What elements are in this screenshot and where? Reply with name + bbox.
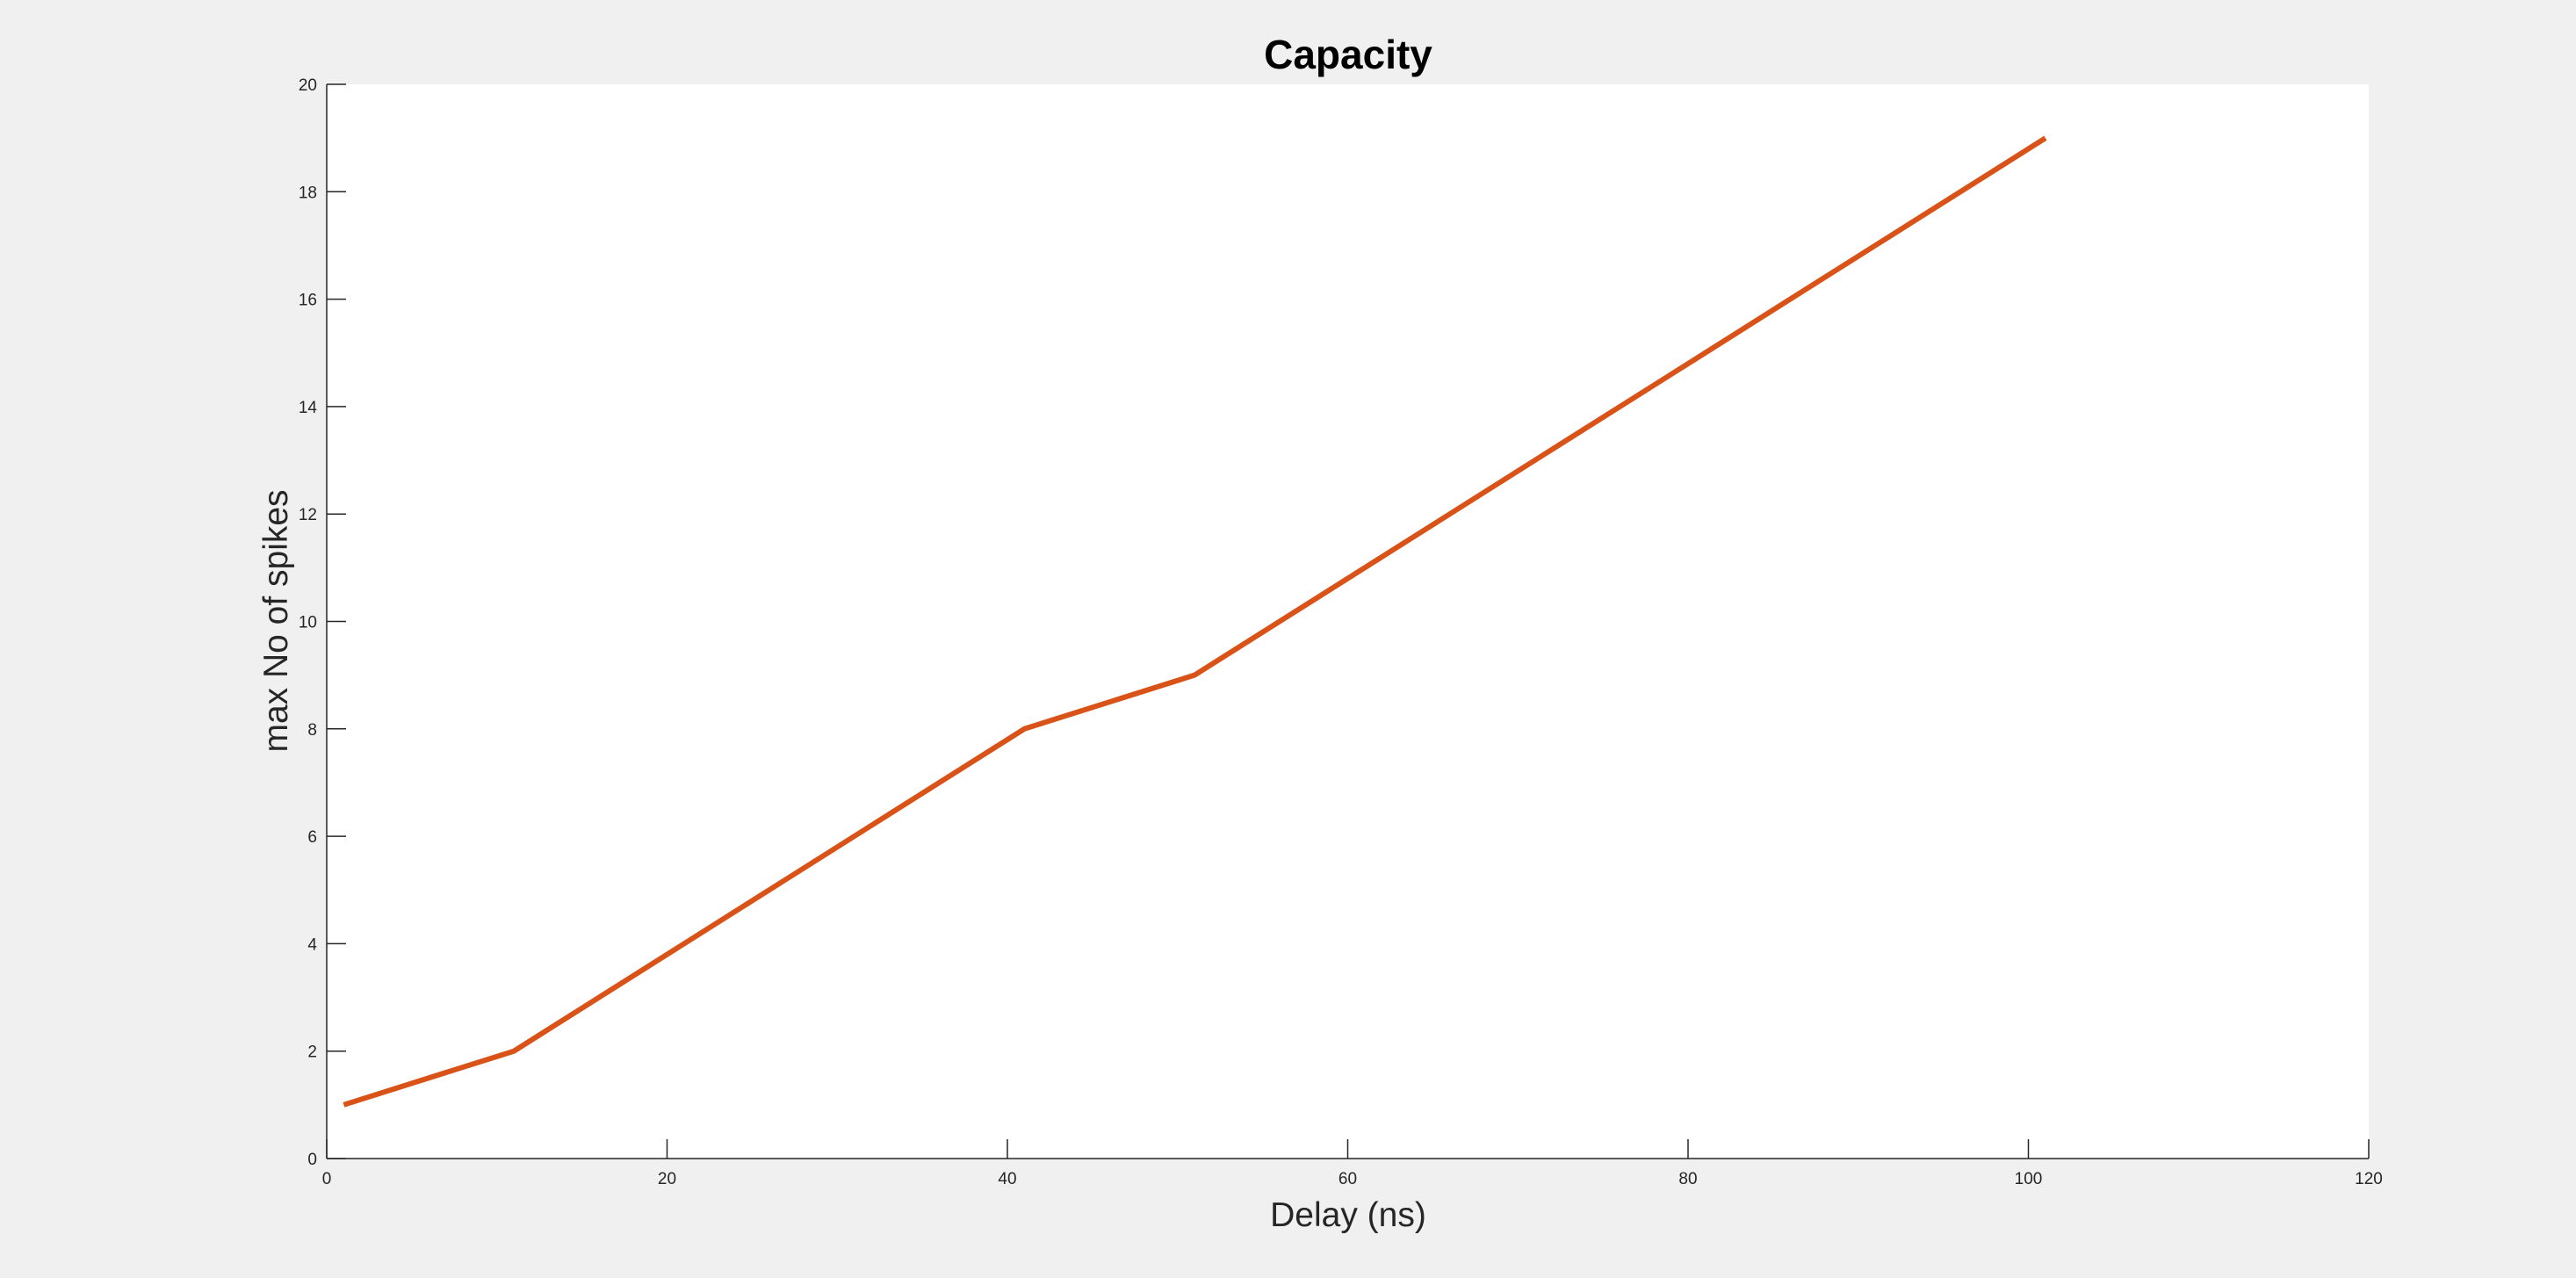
y-ticks: 0 2 4 6 8 10 12 14 16 18 20	[299, 76, 346, 1169]
x-tick-label: 120	[2355, 1170, 2383, 1188]
x-tick-label: 60	[1339, 1170, 1357, 1188]
x-ticks: 0 20 40 60 80 100 120	[322, 1139, 2383, 1188]
y-tick-label: 14	[299, 399, 318, 417]
y-tick-label: 10	[299, 614, 317, 632]
y-tick-label: 12	[299, 506, 317, 524]
chart-title: Capacity	[1264, 32, 1432, 77]
y-tick-label: 20	[299, 76, 317, 95]
x-axis-title: Delay (ns)	[1270, 1196, 1426, 1234]
x-tick-label: 0	[322, 1170, 332, 1188]
series-layer	[343, 135, 2047, 1108]
y-tick-label: 6	[307, 828, 317, 847]
x-tick-label: 100	[2015, 1170, 2043, 1188]
y-axis-title: max No of spikes	[257, 489, 295, 752]
y-tick-label: 8	[307, 721, 317, 740]
y-tick-label: 4	[307, 935, 317, 954]
x-tick-label: 20	[658, 1170, 676, 1188]
y-tick-label: 0	[307, 1151, 317, 1169]
plot-area	[327, 84, 2369, 1159]
x-tick-label: 40	[998, 1170, 1016, 1188]
y-tick-label: 2	[307, 1043, 317, 1062]
axes: 0 20 40 60 80 100 120 0 2 4 6 8 10 12 14 16 18 20	[299, 76, 2383, 1188]
y-tick-label: 16	[299, 292, 317, 310]
x-tick-label: 80	[1678, 1170, 1697, 1188]
y-tick-label: 18	[299, 184, 317, 202]
axes-background	[327, 84, 2369, 1159]
